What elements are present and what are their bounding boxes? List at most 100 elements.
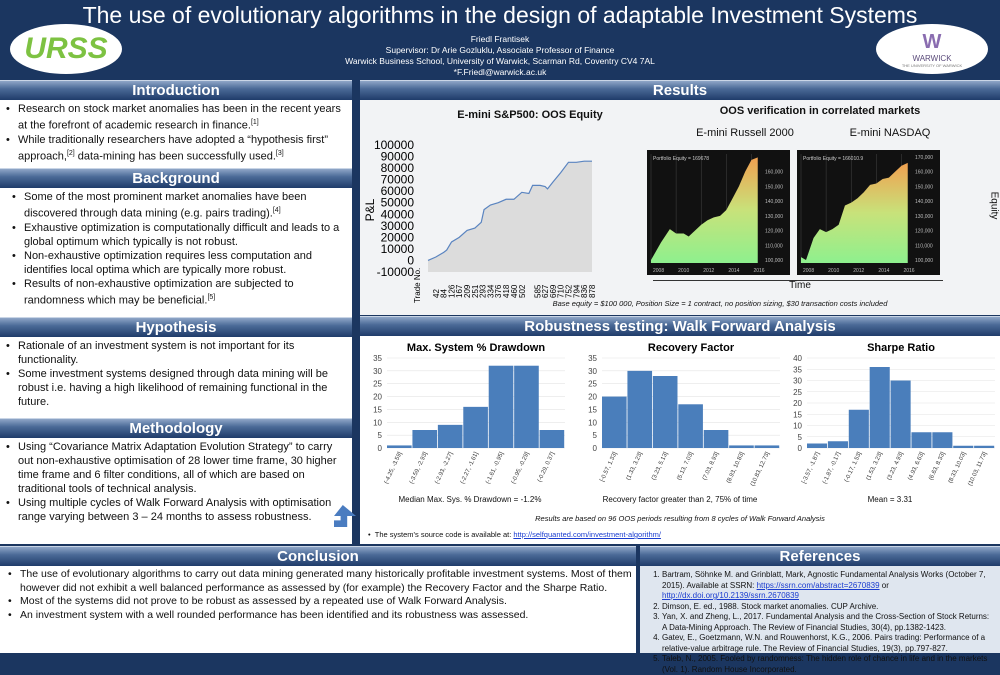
x-tick-label: 167 [455,284,464,298]
conclusion-item: An investment system with a well rounded… [6,609,632,623]
x-tick-label: 2014 [878,268,889,274]
russell-title: E-mini Russell 2000 [696,127,794,139]
references-heading: References [640,546,1000,566]
reference-item: Dimson, E. ed., 1988. Stock market anoma… [662,602,992,613]
sp500-equity-chart: 1000009000080000700006000050000400003000… [363,138,597,303]
y-tick-label: 15 [373,405,382,414]
y-tick-label: 100,000 [915,258,933,264]
oos-title: OOS verification in correlated markets [719,105,921,117]
conclusion-section: The use of evolutionary algorithms to ca… [0,566,636,653]
background-item: Exhaustive optimization is computational… [10,221,348,249]
y-tick-label: 5 [378,431,383,440]
y-tick-label: 130,000 [915,214,933,220]
background-heading: Background [0,168,352,188]
x-tick-label: (7.03, 8.93] [702,451,720,481]
x-tick-label: (8.93, 10.83] [726,451,746,484]
x-tick-label: (6.63, 8.33] [928,451,946,481]
y-tick-label: 130,000 [765,214,783,220]
histogram-bar [437,424,463,448]
chart-title: Sharpe Ratio [867,342,935,354]
y-axis-label: P&L [363,198,377,221]
x-tick-label: 669 [549,284,558,298]
y-tick-label: 0 [593,444,598,453]
histogram-bar [703,430,729,448]
x-tick-label: 251 [471,284,480,298]
y-tick-label: 40000 [381,207,415,221]
equity-area [428,161,592,272]
histogram-bar [911,432,932,448]
ssrn-link[interactable]: https://ssrn.com/abstract=2670839 [756,580,880,590]
histogram-bar [412,430,438,448]
x-tick-label: (-0.29, 0.37] [537,451,556,483]
introduction-section: Research on stock market anomalies has b… [0,100,352,168]
x-tick-label: 2012 [703,268,714,274]
histogram-bar [387,445,412,448]
methodology-section: Using “Covariance Matrix Adaptation Evol… [0,438,352,544]
y-tick-label: 20 [373,393,382,402]
x-tick-label: 2016 [903,268,914,274]
results-panel: E-mini S&P500: OOS Equity 100000 90000 800… [360,100,1000,315]
y-tick-label: 50000 [381,196,415,210]
x-tick-label: (-2.93, -2.27] [434,451,454,485]
poster-title: The use of evolutionary algorithms in th… [82,2,918,28]
x-tick-label: 334 [486,284,495,298]
y-tick-label: 110,000 [915,243,933,249]
hypothesis-heading: Hypothesis [0,317,352,337]
sp500-chart-title: E-mini S&P500: OOS Equity [457,109,603,121]
y-tick-label: 170,000 [915,155,933,161]
doi-link[interactable]: http://dx.doi.org/10.2139/ssrn.2670839 [662,591,799,600]
y-tick-label: 25 [373,380,382,389]
histogram-bar [974,445,995,448]
y-tick-label: 10 [793,422,802,431]
intro-item: Research on stock market anomalies has b… [4,102,348,133]
x-tick-label: 2008 [653,268,664,274]
poster-header: The use of evolutionary algorithms in th… [0,0,1000,80]
nasdaq-equity-chart: Portfolio Equity = 166010.9 170,000 160,00… [797,150,940,275]
time-axis-line [653,280,943,281]
chart-title: Max. System % Drawdown [407,342,545,354]
nasdaq-title: E-mini NASDAQ [849,127,931,139]
histogram-bar [602,396,627,448]
x-tick-label: 502 [518,284,527,298]
robustness-panel: Max. System % Drawdown 0 5 10 15 20 25 30 35 (-4.… [360,336,1000,544]
sharpe-ratio-histogram: Sharpe Ratio 0 5 10 15 20 25 30 35 40 [-3.57, -1.8… [793,342,995,487]
y-tick-label: 0 [407,253,414,267]
time-label: Time [789,280,811,291]
email: *F.Friedl@warwick.ac.uk [453,67,547,77]
methodology-item: Using “Covariance Matrix Adaptation Evol… [4,440,348,496]
drawdown-caption: Median Max. Sys. % Drawdown = -1.2% [398,495,542,504]
x-tick-label: (10.83, 12.73] [750,451,771,487]
reference-item: Bartram, Söhnke M. and Grinblatt, Mark, … [662,570,992,602]
introduction-heading: Introduction [0,80,352,100]
x-tick-label: (3.23, 5.13] [651,451,669,481]
x-tick-label: (-1.61, -0.95] [485,451,505,485]
methodology-item: Using multiple cycles of Walk Forward An… [4,496,348,524]
x-tick-label: 2016 [753,268,764,274]
x-tick-label: (-3.59, -2.93] [409,451,429,485]
y-tick-label: 150,000 [765,184,783,190]
x-tick-label: [-0.57, 1.33] [600,451,619,483]
hypothesis-section: Rationale of an investment system is not… [0,337,352,418]
hypothesis-item: Some investment systems designed through… [4,367,348,409]
sharpe-caption: Mean = 3.31 [867,495,913,504]
y-tick-label: 160,000 [915,170,933,176]
portfolio-equity-label: Portfolio Equity = 169678 [653,156,709,162]
source-code-line: • The system's source code is available … [368,530,661,539]
x-tick-label: 794 [572,284,581,298]
x-tick-label: (-2.27, -1.61] [460,451,480,485]
y-tick-label: 35 [373,354,382,363]
histogram-bar [869,367,890,448]
y-tick-label: 10000 [381,242,415,256]
x-tick-label: (-0.95, -0.29] [511,451,531,485]
hypothesis-item: Rationale of an investment system is not… [4,339,348,367]
source-code-link[interactable]: http://selfquanted.com/investment-algori… [513,530,661,539]
y-tick-label: 30000 [381,219,415,233]
y-tick-label: 160,000 [765,170,783,176]
y-tick-label: 25 [793,388,802,397]
supervisor: Supervisor: Dr Arie Gozluklu, Associate … [385,45,615,55]
x-tick-label: 585 [533,284,542,298]
references-section: Bartram, Söhnke M. and Grinblatt, Mark, … [640,566,1000,674]
histogram-bar [848,409,869,448]
chart-title: Recovery Factor [648,342,735,354]
y-tick-label: 100000 [374,138,414,152]
